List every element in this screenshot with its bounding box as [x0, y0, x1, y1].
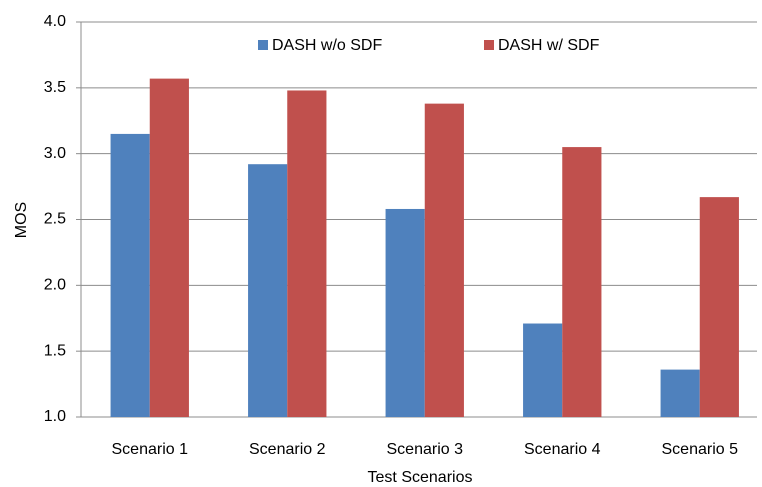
- bar: [699, 197, 739, 417]
- x-tick-label: Scenario 2: [249, 441, 326, 458]
- y-axis-label: MOS: [13, 202, 30, 238]
- bar: [424, 103, 464, 417]
- y-tick-label: 2.5: [44, 211, 66, 228]
- legend-swatch: [484, 40, 494, 50]
- legend-label: DASH w/o SDF: [272, 37, 382, 54]
- bar: [385, 208, 425, 417]
- y-tick-label: 3.0: [44, 145, 66, 162]
- bar: [110, 133, 150, 417]
- legend-swatch: [258, 40, 268, 50]
- bar: [287, 90, 327, 417]
- x-tick-label: Scenario 1: [112, 441, 189, 458]
- x-axis-label: Test Scenarios: [368, 469, 473, 486]
- y-tick-label: 4.0: [44, 13, 66, 30]
- bar: [562, 147, 602, 418]
- x-tick-label: Scenario 5: [662, 441, 739, 458]
- bar: [248, 164, 288, 417]
- y-tick-label: 3.5: [44, 79, 66, 96]
- bar: [660, 369, 700, 417]
- bar: [149, 78, 189, 417]
- y-tick-label: 2.0: [44, 277, 66, 294]
- bar: [523, 323, 563, 417]
- y-tick-label: 1.0: [44, 408, 66, 425]
- y-tick-label: 1.5: [44, 342, 66, 359]
- x-tick-label: Scenario 4: [524, 441, 601, 458]
- legend-label: DASH w/ SDF: [498, 37, 600, 54]
- x-tick-label: Scenario 3: [387, 441, 464, 458]
